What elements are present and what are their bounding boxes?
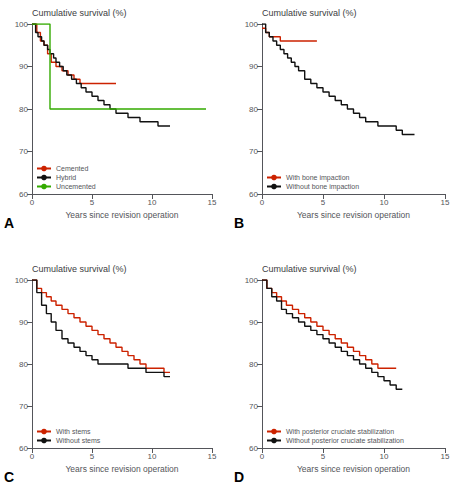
- svg-text:80: 80: [249, 105, 258, 114]
- svg-text:Cumulative survival (%): Cumulative survival (%): [262, 8, 357, 18]
- svg-text:Years since revision operation: Years since revision operation: [65, 210, 178, 220]
- svg-text:5: 5: [321, 452, 326, 461]
- svg-text:With bone impaction: With bone impaction: [286, 174, 350, 182]
- svg-text:70: 70: [19, 402, 28, 411]
- svg-text:15: 15: [441, 452, 450, 461]
- svg-text:Without posterior cruciate sta: Without posterior cruciate stabilization: [286, 437, 404, 445]
- svg-text:0: 0: [260, 198, 265, 207]
- svg-text:80: 80: [249, 360, 258, 369]
- svg-text:Years since revision operation: Years since revision operation: [65, 464, 178, 474]
- svg-text:80: 80: [19, 105, 28, 114]
- svg-text:0: 0: [30, 198, 35, 207]
- svg-text:70: 70: [19, 147, 28, 156]
- svg-text:5: 5: [321, 198, 326, 207]
- svg-text:15: 15: [441, 198, 450, 207]
- svg-text:60: 60: [249, 444, 258, 453]
- svg-text:Years since revision operation: Years since revision operation: [297, 464, 410, 474]
- svg-text:Uncemented: Uncemented: [56, 183, 96, 190]
- svg-text:90: 90: [19, 318, 28, 327]
- svg-text:90: 90: [249, 62, 258, 71]
- svg-text:C: C: [4, 469, 14, 485]
- svg-text:70: 70: [249, 147, 258, 156]
- svg-text:5: 5: [90, 452, 95, 461]
- svg-text:10: 10: [148, 198, 157, 207]
- svg-text:90: 90: [19, 62, 28, 71]
- svg-text:100: 100: [245, 276, 259, 285]
- svg-text:A: A: [4, 215, 14, 231]
- svg-text:10: 10: [148, 452, 157, 461]
- svg-text:Without bone impaction: Without bone impaction: [286, 183, 359, 191]
- svg-text:60: 60: [249, 190, 258, 199]
- svg-text:0: 0: [260, 452, 265, 461]
- svg-text:60: 60: [19, 190, 28, 199]
- svg-text:80: 80: [19, 360, 28, 369]
- svg-text:100: 100: [15, 276, 29, 285]
- svg-text:D: D: [234, 469, 244, 485]
- svg-text:Cumulative survival (%): Cumulative survival (%): [262, 264, 357, 274]
- svg-text:Cumulative survival (%): Cumulative survival (%): [32, 264, 127, 274]
- svg-text:5: 5: [90, 198, 95, 207]
- svg-text:15: 15: [208, 452, 217, 461]
- svg-text:Cumulative survival (%): Cumulative survival (%): [32, 8, 127, 18]
- svg-text:Cemented: Cemented: [56, 165, 88, 172]
- svg-text:70: 70: [249, 402, 258, 411]
- svg-text:Years since revision operation: Years since revision operation: [297, 210, 410, 220]
- svg-text:With stems: With stems: [56, 428, 91, 435]
- svg-text:Without stems: Without stems: [56, 437, 101, 444]
- svg-text:100: 100: [245, 20, 259, 29]
- svg-text:With posterior cruciate stabil: With posterior cruciate stabilization: [286, 428, 394, 436]
- svg-text:0: 0: [30, 452, 35, 461]
- svg-text:90: 90: [249, 318, 258, 327]
- svg-text:B: B: [234, 215, 244, 231]
- svg-text:10: 10: [380, 452, 389, 461]
- svg-text:100: 100: [15, 20, 29, 29]
- svg-text:60: 60: [19, 444, 28, 453]
- svg-text:Hybrid: Hybrid: [56, 174, 76, 182]
- svg-text:15: 15: [208, 198, 217, 207]
- svg-text:10: 10: [380, 198, 389, 207]
